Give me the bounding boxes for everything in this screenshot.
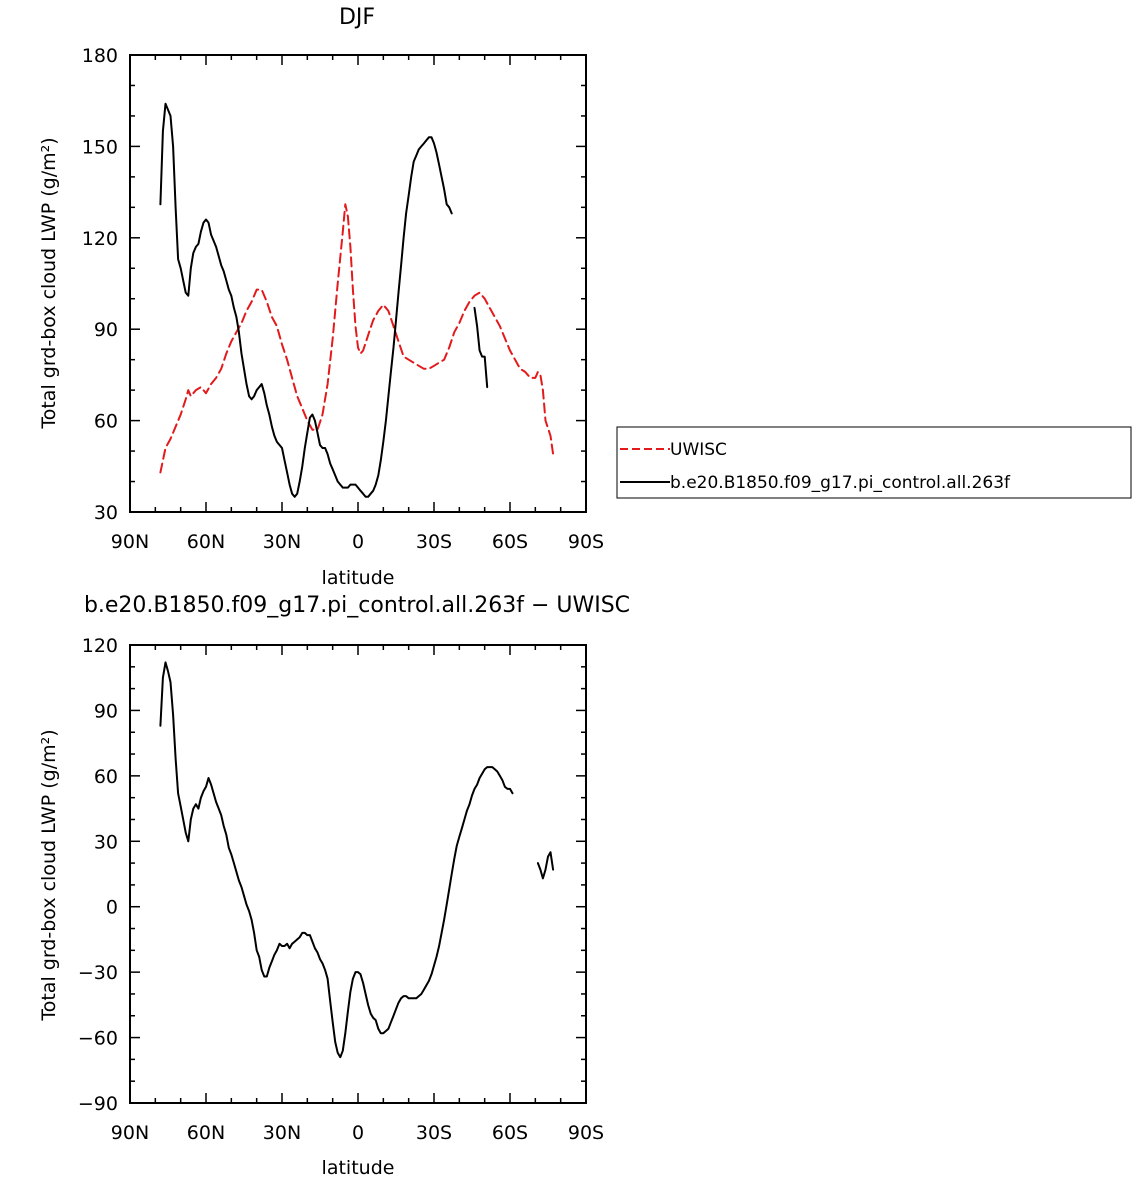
bottom-y-tick-label: 0: [106, 897, 118, 919]
top-y-tick-label: 150: [82, 136, 118, 158]
top-x-axis-label: latitude: [322, 567, 395, 589]
top-x-tick-label: 60S: [492, 531, 528, 553]
top-y-tick-label: 30: [94, 502, 118, 524]
top-series-1-line-segment-1: [473, 306, 489, 389]
top-x-tick-label: 30S: [416, 531, 452, 553]
top-x-tick-label: 0: [352, 531, 364, 553]
bottom-x-tick-label: 30S: [416, 1122, 452, 1144]
bottom-x-tick-label: 60S: [492, 1122, 528, 1144]
bottom-x-tick-label: 90S: [568, 1122, 604, 1144]
legend-label-model: b.e20.B1850.f09_g17.pi_control.all.263f: [670, 473, 1011, 493]
top-x-tick-label: 60N: [187, 531, 225, 553]
bottom-y-tick-label: 120: [82, 635, 118, 657]
top-y-tick-label: 120: [82, 228, 118, 250]
bottom-x-tick-label: 0: [352, 1122, 364, 1144]
top-chart-title: DJF: [339, 5, 375, 30]
bottom-y-tick-label: 60: [94, 766, 118, 788]
bottom-y-tick-label: 90: [94, 700, 118, 722]
bottom-series-0-line-segment-0: [159, 661, 514, 1059]
top-series-0-line: [159, 203, 555, 474]
bottom-plot-frame: [129, 644, 587, 1104]
top-legend: UWISC b.e20.B1850.f09_g17.pi_control.all…: [616, 426, 1132, 499]
bottom-chart-title: b.e20.B1850.f09_g17.pi_control.all.263f …: [84, 593, 630, 618]
top-y-axis-label: Total grd-box cloud LWP (g/m²): [38, 137, 60, 429]
bottom-y-tick-label: 30: [94, 831, 118, 853]
bottom-series-0-line-segment-1: [536, 851, 555, 880]
bottom-y-tick-label: −30: [78, 962, 118, 984]
bottom-y-tick-label: −60: [78, 1028, 118, 1050]
top-panel: DJF Total grd-box cloud LWP (g/m²) latit…: [38, 5, 604, 589]
bottom-x-axis-label: latitude: [322, 1157, 395, 1179]
top-x-tick-label: 90N: [111, 531, 149, 553]
top-y-tick-label: 180: [82, 45, 118, 67]
top-plot-area: 90N 60N 30N 0 30S 60S 90S 30 60 90 120 150 180: [82, 45, 604, 553]
top-y-tick-label: 90: [94, 319, 118, 341]
bottom-x-tick-label: 30N: [263, 1122, 301, 1144]
top-y-tick-label: 60: [94, 411, 118, 433]
top-x-tick-label: 30N: [263, 531, 301, 553]
bottom-panel: b.e20.B1850.f09_g17.pi_control.all.263f …: [38, 593, 630, 1179]
legend-box: [616, 426, 1132, 499]
top-series-1-line-segment-0: [159, 102, 453, 498]
top-x-tick-label: 90S: [568, 531, 604, 553]
bottom-plot-area: 90N 60N 30N 0 30S 60S 90S −90 −60 −30 0 30 60 90 120: [78, 635, 604, 1144]
top-plot-frame: [129, 54, 587, 513]
bottom-x-tick-label: 60N: [187, 1122, 225, 1144]
legend-label-uwisc: UWISC: [670, 440, 727, 460]
bottom-y-tick-label: −90: [78, 1093, 118, 1115]
bottom-x-tick-label: 90N: [111, 1122, 149, 1144]
bottom-y-axis-label: Total grd-box cloud LWP (g/m²): [38, 729, 60, 1021]
